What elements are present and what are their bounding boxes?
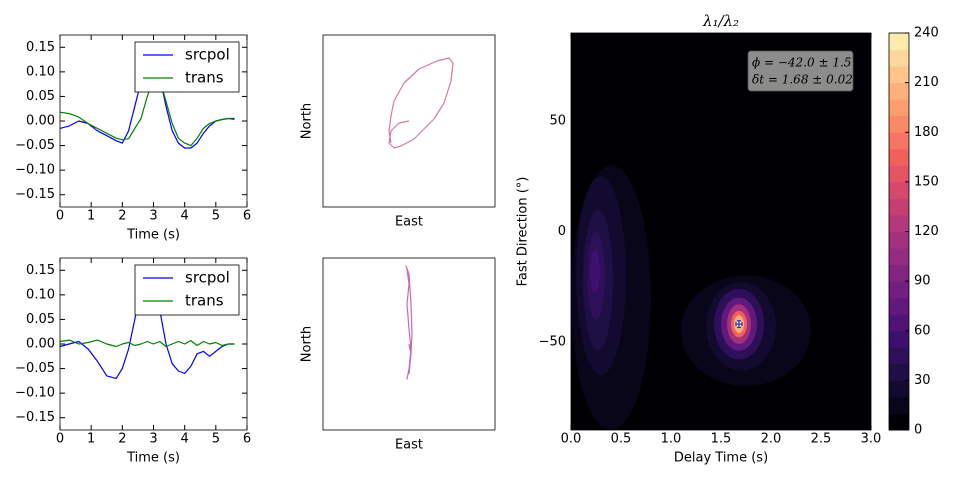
x-tick-label: 1.0 [661,432,682,447]
colorbar-tick-label: 240 [914,26,939,41]
x-tick-label: 0 [56,432,64,447]
y-tick-label: −0.15 [15,187,55,202]
colorbar-band [889,363,909,381]
y-tick-label: 0.15 [26,263,55,278]
x-tick-label: 4 [181,209,189,224]
x-tick-label: 5 [212,209,220,224]
y-tick-label: 50 [549,114,566,129]
colorbar-band [889,314,909,332]
x-tick-label: 4 [181,432,189,447]
colorbar-band [889,115,909,133]
colorbar-band [889,264,909,282]
colorbar-band [889,181,909,199]
legend-box [134,264,240,316]
y-tick-label: −0.05 [15,138,55,153]
axes-frame [322,34,496,208]
legend-label: srcpol [185,269,230,287]
colorbar-band [889,281,909,299]
colorbar-band [889,66,909,84]
colorbar-band [889,330,909,348]
x-tick-label: 3.0 [861,432,882,447]
y-tick-label: 0.15 [26,40,55,55]
y-axis-label: North [300,103,315,139]
colorbar-band [889,231,909,249]
colorbar-band [889,396,909,414]
colorbar-tick-label: 150 [914,174,939,189]
x-tick-label: 0.5 [611,432,632,447]
colorbar-band [889,148,909,166]
x-tick-label: 0 [56,209,64,224]
x-tick-label: 2 [118,209,126,224]
y-tick-label: −0.10 [15,163,55,178]
colorbar-band [889,198,909,216]
colorbar-band [889,214,909,232]
contour-plot [571,33,871,430]
y-axis-label: Fast Direction (°) [516,177,531,287]
colorbar-band [889,99,909,117]
legend-box [134,41,240,93]
colorbar-band [889,297,909,315]
annotation: δt = 1.68 ± 0.02 [752,73,853,87]
colorbar-band [889,49,909,67]
legend-label: trans [185,292,224,310]
x-axis-label: Time (s) [126,451,180,466]
colorbar-band [889,347,909,365]
colorbar-band [889,380,909,398]
y-tick-label: 0.10 [26,287,55,302]
colorbar-tick-label: 0 [914,423,922,438]
y-tick-label: 0.10 [26,64,55,79]
x-tick-label: 3 [149,432,157,447]
colorbar-tick-label: 30 [914,373,931,388]
y-tick-label: 0.05 [26,312,55,327]
x-tick-label: 5 [212,432,220,447]
x-axis-label: East [395,438,423,453]
y-tick-label: −0.05 [15,361,55,376]
x-tick-label: 1.5 [711,432,732,447]
y-tick-label: −0.10 [15,386,55,401]
x-tick-label: 2.0 [761,432,782,447]
x-tick-label: 6 [243,209,251,224]
annotation-box [747,50,854,92]
colorbar-band [889,413,909,431]
axes-frame [322,257,496,431]
x-axis-label: Delay Time (s) [674,451,768,466]
colorbar-tick-label: 60 [914,323,931,338]
annotation: ϕ = −42.0 ± 1.5 [752,56,851,70]
series-line [405,265,413,380]
chart-title: λ₁/λ₂ [702,12,739,30]
colorbar-band [889,248,909,266]
y-tick-label: 0 [558,224,566,239]
x-tick-label: 6 [243,432,251,447]
x-tick-label: 0.0 [561,432,582,447]
y-tick-label: 0.00 [26,337,55,352]
x-tick-label: 1 [87,209,95,224]
colorbar-band [889,165,909,183]
series-line [388,57,454,149]
colorbar-band [889,33,909,51]
y-tick-label: −0.15 [15,410,55,425]
colorbar-band [889,132,909,150]
colorbar-tick-label: 210 [914,75,939,90]
y-tick-label: −50 [539,334,566,349]
colorbar-tick-label: 120 [914,224,939,239]
series-line [59,339,235,348]
y-tick-label: 0.00 [26,114,55,129]
x-axis-label: East [395,215,423,230]
colorbar-tick-label: 180 [914,125,939,140]
x-tick-label: 3 [149,209,157,224]
colorbar-band [889,82,909,100]
legend-label: trans [185,69,224,87]
legend-label: srcpol [185,46,230,64]
best-fit-marker [735,320,743,329]
x-axis-label: Time (s) [126,228,180,243]
x-tick-label: 2 [118,432,126,447]
x-tick-label: 1 [87,432,95,447]
y-axis-label: North [300,326,315,362]
y-tick-label: 0.05 [26,89,55,104]
x-tick-label: 2.5 [811,432,832,447]
contour-region [590,249,600,294]
colorbar-tick-label: 90 [914,274,931,289]
